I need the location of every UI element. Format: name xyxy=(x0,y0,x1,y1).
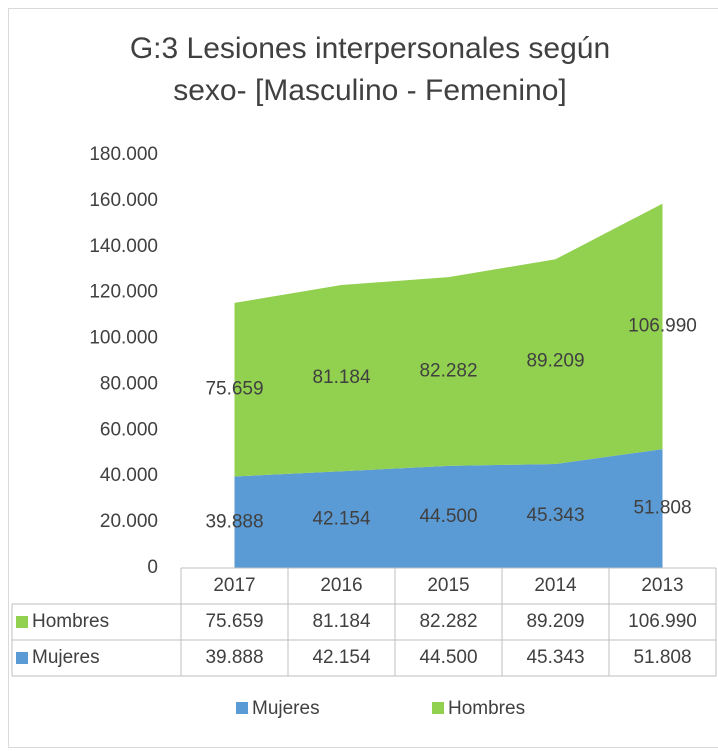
table-cell: 75.659 xyxy=(205,611,263,632)
table-cell: 39.888 xyxy=(205,647,263,668)
data-label: 44.500 xyxy=(419,506,477,527)
legend-label: Hombres xyxy=(448,698,525,719)
y-tick-label: 60.000 xyxy=(100,419,158,440)
y-tick-label: 80.000 xyxy=(100,373,158,394)
row-header: Hombres xyxy=(32,611,109,632)
y-tick-label: 100.000 xyxy=(89,328,158,349)
legend-key xyxy=(432,702,444,714)
data-label: 75.659 xyxy=(205,379,263,400)
data-label: 45.343 xyxy=(526,505,584,526)
table-cell: 106.990 xyxy=(628,611,697,632)
x-tick-label: 2015 xyxy=(427,575,469,596)
legend-key xyxy=(16,652,28,664)
data-label: 89.209 xyxy=(526,351,584,372)
y-tick-label: 160.000 xyxy=(89,190,158,211)
y-tick-label: 140.000 xyxy=(89,236,158,257)
legend-key xyxy=(236,702,248,714)
data-label: 81.184 xyxy=(312,367,371,388)
table-cell: 82.282 xyxy=(419,611,477,632)
legend-key xyxy=(16,616,28,628)
table-cell: 81.184 xyxy=(312,611,371,632)
chart-title: sexo- [Masculino - Femenino] xyxy=(173,74,567,107)
y-tick-label: 0 xyxy=(147,557,158,578)
data-label: 82.282 xyxy=(419,361,477,382)
area xyxy=(234,203,663,477)
table-cell: 42.154 xyxy=(312,647,371,668)
table-cell: 51.808 xyxy=(633,647,691,668)
table-cell: 44.500 xyxy=(419,647,477,668)
y-tick-label: 20.000 xyxy=(100,511,158,532)
x-tick-label: 2014 xyxy=(534,575,577,596)
x-tick-label: 2013 xyxy=(641,575,683,596)
y-tick-label: 180.000 xyxy=(89,144,158,165)
y-tick-label: 40.000 xyxy=(100,465,158,486)
y-tick-label: 120.000 xyxy=(89,282,158,303)
x-tick-label: 2017 xyxy=(213,575,255,596)
data-label: 39.888 xyxy=(205,511,263,532)
table-cell: 89.209 xyxy=(526,611,584,632)
data-label: 51.808 xyxy=(633,498,691,519)
legend-label: Mujeres xyxy=(252,698,320,719)
data-label: 106.990 xyxy=(628,315,697,336)
data-label: 42.154 xyxy=(312,509,371,530)
chart-title: G:3 Lesiones interpersonales según xyxy=(130,32,610,65)
table-cell: 45.343 xyxy=(526,647,584,668)
row-header: Mujeres xyxy=(32,647,100,668)
x-tick-label: 2016 xyxy=(320,575,362,596)
area xyxy=(234,449,663,568)
